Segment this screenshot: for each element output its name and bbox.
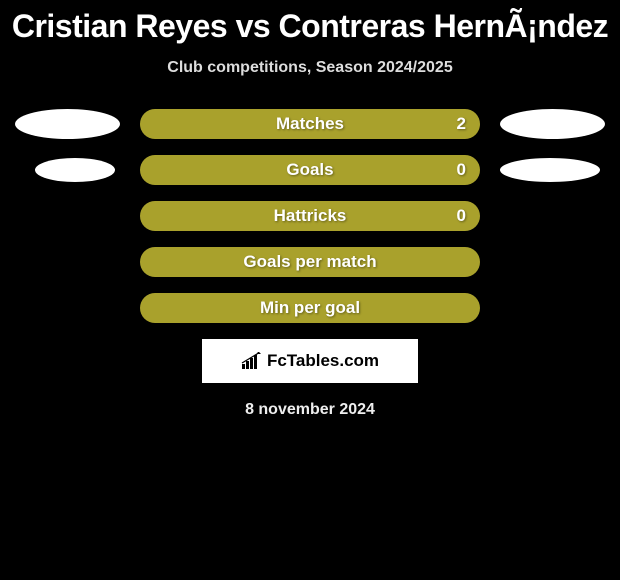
subtitle: Club competitions, Season 2024/2025	[0, 59, 620, 77]
stat-label: Matches	[276, 114, 344, 134]
stat-value: 2	[457, 114, 466, 134]
stat-label: Goals per match	[243, 252, 376, 272]
left-player-marker	[15, 109, 120, 139]
stat-row-matches: Matches 2	[0, 109, 620, 139]
chart-icon	[241, 352, 263, 370]
page-title: Cristian Reyes vs Contreras HernÃ¡ndez	[0, 0, 620, 45]
stat-bar: Goals per match	[140, 247, 480, 277]
stat-row-hattricks: Hattricks 0	[0, 201, 620, 231]
left-player-marker	[35, 158, 115, 182]
stat-row-mpg: Min per goal	[0, 293, 620, 323]
right-player-marker	[500, 109, 605, 139]
stat-label: Goals	[286, 160, 333, 180]
stat-row-goals: Goals 0	[0, 155, 620, 185]
stat-bar: Min per goal	[140, 293, 480, 323]
brand-text: FcTables.com	[267, 351, 379, 371]
stat-label: Min per goal	[260, 298, 360, 318]
right-player-marker	[500, 158, 600, 182]
brand-box[interactable]: FcTables.com	[202, 339, 418, 383]
date-text: 8 november 2024	[0, 401, 620, 419]
stat-label: Hattricks	[274, 206, 347, 226]
stat-row-gpm: Goals per match	[0, 247, 620, 277]
stats-container: Matches 2 Goals 0 Hattricks 0 Goals per …	[0, 109, 620, 323]
stat-bar: Hattricks 0	[140, 201, 480, 231]
stat-value: 0	[457, 206, 466, 226]
stat-bar: Matches 2	[140, 109, 480, 139]
stat-bar: Goals 0	[140, 155, 480, 185]
stat-value: 0	[457, 160, 466, 180]
